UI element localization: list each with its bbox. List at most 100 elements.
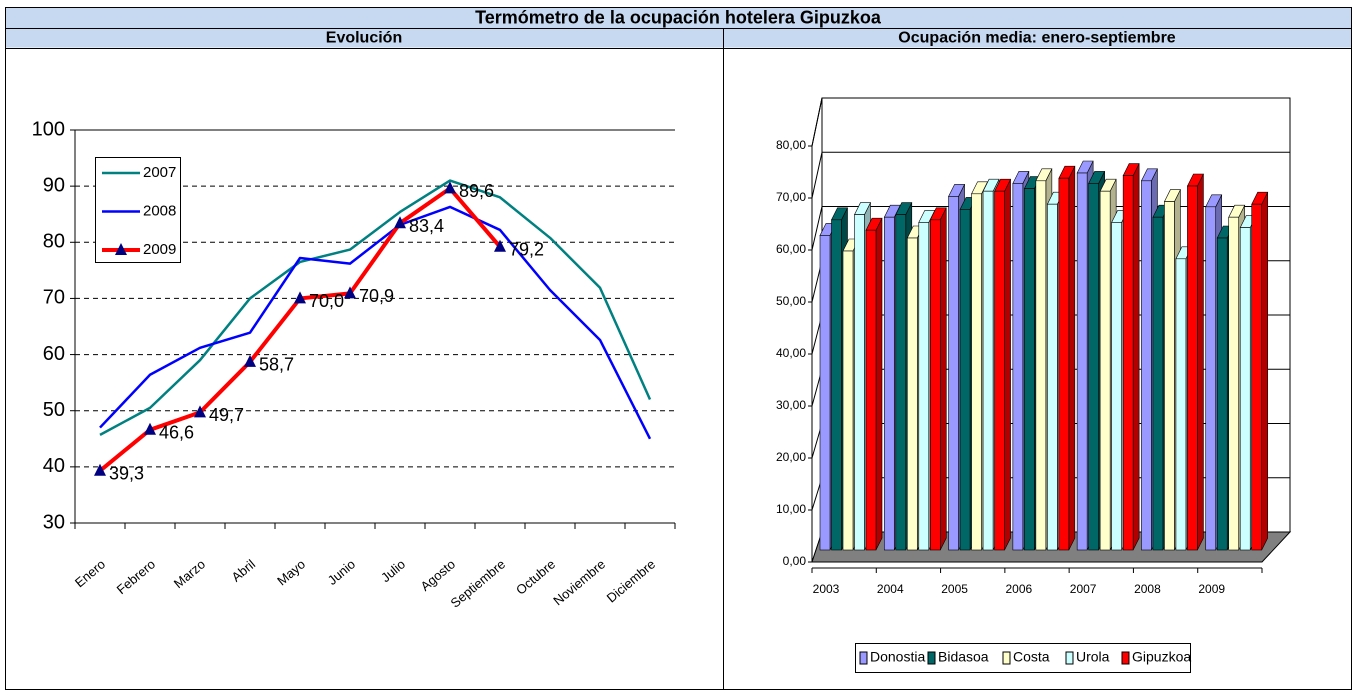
legend-label: Donostia — [870, 649, 925, 665]
marker — [494, 239, 506, 252]
bar — [1058, 177, 1070, 551]
bar — [982, 190, 994, 551]
bar — [1205, 206, 1217, 551]
y-tick-label: 80,00 — [776, 138, 806, 152]
bar — [1152, 216, 1164, 551]
bar — [1164, 201, 1175, 551]
y-tick-label: 60,00 — [776, 242, 806, 256]
x-tick-label: 2005 — [941, 582, 968, 596]
x-tick-label: Octubre — [513, 556, 558, 597]
x-tick-label: Mayo — [274, 556, 308, 588]
bar — [1012, 183, 1024, 551]
x-tick-label: Enero — [72, 556, 108, 590]
bar-side — [1132, 163, 1140, 551]
bar — [1076, 172, 1088, 551]
x-tick-label: Abril — [229, 556, 259, 584]
x-tick-label: Julio — [378, 556, 408, 585]
x-tick-label: 2003 — [813, 582, 840, 596]
bar-side — [939, 207, 947, 551]
y-tick-label: 30 — [43, 511, 65, 533]
legend-box — [855, 643, 1191, 673]
marker — [394, 216, 406, 229]
x-tick-label: 2006 — [1006, 582, 1033, 596]
bar — [918, 222, 930, 551]
legend-label: 2008 — [143, 202, 176, 219]
bar — [819, 235, 831, 551]
bar — [959, 209, 971, 551]
bar — [865, 229, 877, 551]
bar-side — [1197, 173, 1204, 551]
bar — [1239, 227, 1251, 551]
x-tick-label: Agosto — [417, 556, 458, 594]
series-line — [99, 205, 652, 440]
bar — [1228, 216, 1240, 551]
y-tick-label: 50 — [43, 399, 65, 421]
bar — [1187, 185, 1198, 551]
bar — [971, 193, 982, 551]
bar — [948, 196, 959, 551]
x-tick-label: Septiembre — [448, 556, 509, 610]
x-tick-label: 2004 — [877, 582, 904, 596]
legend-marker — [115, 243, 127, 255]
bar — [854, 214, 865, 551]
header-bg — [5, 7, 1352, 48]
y-tick-label: 20,00 — [776, 450, 806, 464]
grid-line — [811, 97, 823, 147]
data-label: 70,9 — [359, 286, 394, 306]
marker — [444, 181, 456, 194]
bar — [1024, 188, 1035, 551]
bar — [1047, 203, 1058, 551]
legend-box — [95, 157, 181, 263]
data-label: 39,3 — [109, 464, 144, 484]
bar-side — [1068, 166, 1076, 551]
bar-side — [875, 218, 883, 551]
grid-line — [811, 206, 823, 251]
y-tick-label: 40,00 — [776, 346, 806, 360]
bar — [1111, 222, 1122, 551]
bar — [994, 190, 1005, 551]
y-tick-label: 80 — [43, 231, 65, 253]
y-tick-label: 0,00 — [783, 554, 807, 568]
legend-label: 2009 — [143, 241, 176, 258]
legend-swatch — [927, 651, 936, 665]
marker — [94, 463, 106, 476]
bar — [1175, 258, 1187, 551]
y-tick-label: 40 — [43, 455, 65, 477]
legend-swatch — [859, 651, 868, 665]
y-tick-label: 100 — [32, 118, 65, 140]
bar — [831, 219, 842, 551]
data-label: 79,2 — [509, 240, 544, 260]
series-line — [99, 179, 652, 436]
legend-label: Gipuzkoa — [1132, 649, 1191, 665]
y-tick-label: 30,00 — [776, 398, 806, 412]
grid-line — [811, 152, 823, 199]
legend-label: Urola — [1076, 649, 1110, 665]
bar — [895, 214, 907, 551]
bar — [1099, 190, 1111, 551]
y-tick-label: 60 — [43, 343, 65, 365]
marker — [144, 422, 156, 435]
legend-swatch — [1065, 651, 1074, 665]
legend-label: Bidasoa — [938, 649, 989, 665]
bar — [929, 219, 941, 551]
y-tick-label: 50,00 — [776, 294, 806, 308]
marker — [294, 291, 306, 304]
legend-swatch — [1002, 651, 1011, 665]
x-tick-label: Febrero — [114, 556, 159, 597]
bar — [1216, 237, 1228, 551]
legend-swatch — [1121, 651, 1130, 665]
bar — [883, 216, 895, 551]
y-tick-label: 90 — [43, 174, 65, 196]
bar — [1122, 175, 1134, 551]
x-tick-label: Diciembre — [604, 556, 658, 605]
bar — [1088, 183, 1099, 551]
bar — [1141, 180, 1152, 551]
x-tick-label: 2008 — [1134, 582, 1161, 596]
chart-title: Evolución — [326, 30, 402, 47]
x-tick-label: Marzo — [171, 556, 208, 591]
y-tick-label: 70,00 — [776, 190, 806, 204]
marker — [244, 354, 256, 367]
data-label: 83,4 — [409, 216, 444, 236]
x-tick-label: Noviembre — [550, 556, 608, 608]
